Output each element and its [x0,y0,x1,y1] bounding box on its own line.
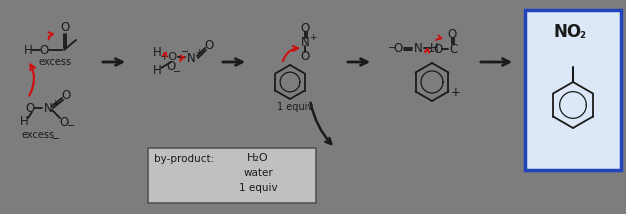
Text: O: O [393,42,403,55]
Text: −: − [181,47,189,57]
Text: H: H [153,64,162,76]
Text: +: + [309,33,317,42]
Text: +: + [451,86,461,98]
Text: N: N [187,52,195,64]
Text: water: water [243,168,273,178]
Text: O: O [60,21,69,34]
Text: N: N [414,42,423,55]
Text: +O: +O [160,52,178,62]
Text: excess: excess [38,57,71,67]
Text: O: O [204,39,213,52]
Text: O: O [26,101,34,114]
Text: O: O [433,43,443,55]
Text: −: − [388,43,396,53]
Text: O: O [300,49,310,62]
Text: −: − [173,67,181,77]
Text: −: − [67,121,75,131]
Text: H: H [429,42,438,55]
Text: +: + [195,48,203,56]
Text: H₂O: H₂O [247,153,269,163]
Text: −: − [427,47,435,57]
Text: excess: excess [21,130,54,140]
Text: +: + [51,98,59,107]
Bar [148,148,316,203]
Text: O: O [167,61,176,73]
Text: 1 equiv: 1 equiv [277,102,313,112]
Bar [525,10,621,170]
Text: O: O [448,28,456,40]
Text: H: H [19,114,28,128]
Text: H: H [153,46,162,58]
Text: NO: NO [554,23,582,41]
Text: O: O [59,116,69,128]
Text: C: C [449,43,457,55]
Text: N: N [44,101,53,114]
Text: 1 equiv: 1 equiv [239,183,277,193]
Text: by-product:: by-product: [154,154,214,164]
Text: H: H [24,43,33,56]
Text: N: N [300,36,309,49]
Text: ₂: ₂ [579,27,585,41]
Text: −: − [52,134,60,144]
Text: O: O [39,43,49,56]
Text: O: O [61,89,71,101]
Text: O: O [300,21,310,34]
